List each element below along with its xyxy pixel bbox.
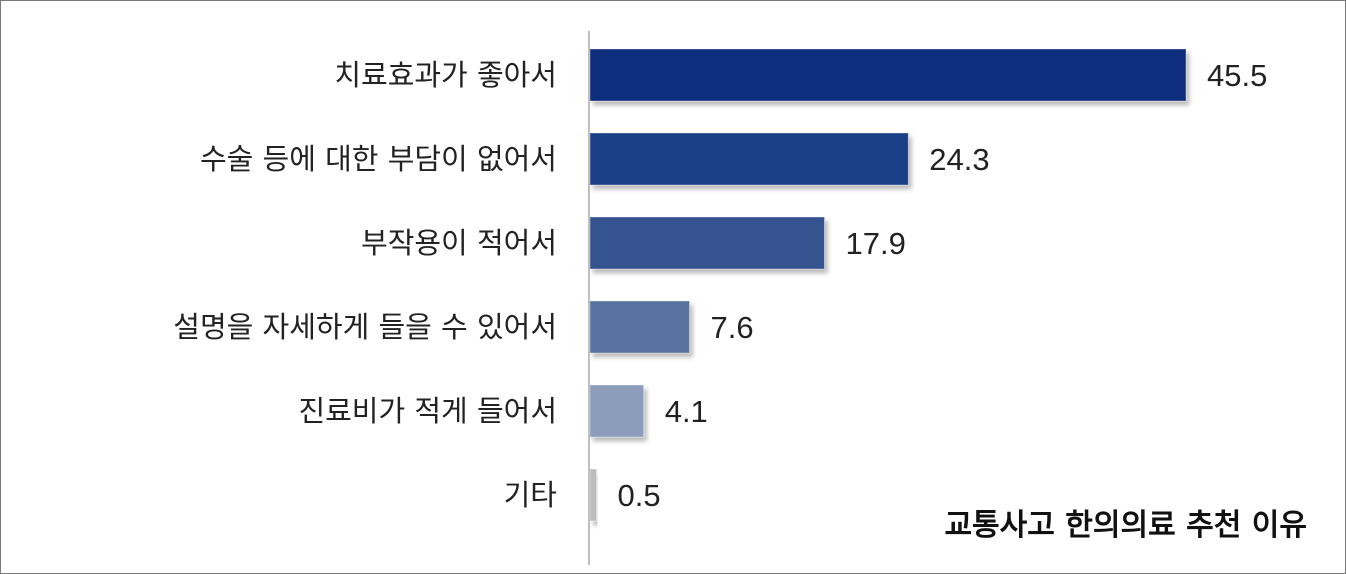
category-label-5: 기타 xyxy=(504,478,557,512)
value-label-0: 45.5 xyxy=(1207,58,1267,93)
chart-title: 교통사고 한의의료 추천 이유 xyxy=(944,508,1307,543)
bar-0 xyxy=(589,48,1187,102)
bar-5 xyxy=(589,468,598,522)
bar-1 xyxy=(589,132,909,186)
category-label-4: 진료비가 적게 들어서 xyxy=(298,394,557,428)
category-label-3: 설명을 자세하게 들을 수 있어서 xyxy=(173,310,557,344)
category-label-1: 수술 등에 대한 부담이 없어서 xyxy=(200,142,557,176)
bar-3 xyxy=(589,300,691,354)
value-label-5: 0.5 xyxy=(618,478,661,513)
value-label-2: 17.9 xyxy=(845,226,905,261)
value-label-3: 7.6 xyxy=(711,310,754,345)
bar-4 xyxy=(589,384,645,438)
category-label-0: 치료효과가 좋아서 xyxy=(334,58,557,92)
value-label-1: 24.3 xyxy=(929,142,989,177)
bar-2 xyxy=(589,216,825,270)
value-label-4: 4.1 xyxy=(665,394,708,429)
category-label-2: 부작용이 적어서 xyxy=(361,226,557,260)
